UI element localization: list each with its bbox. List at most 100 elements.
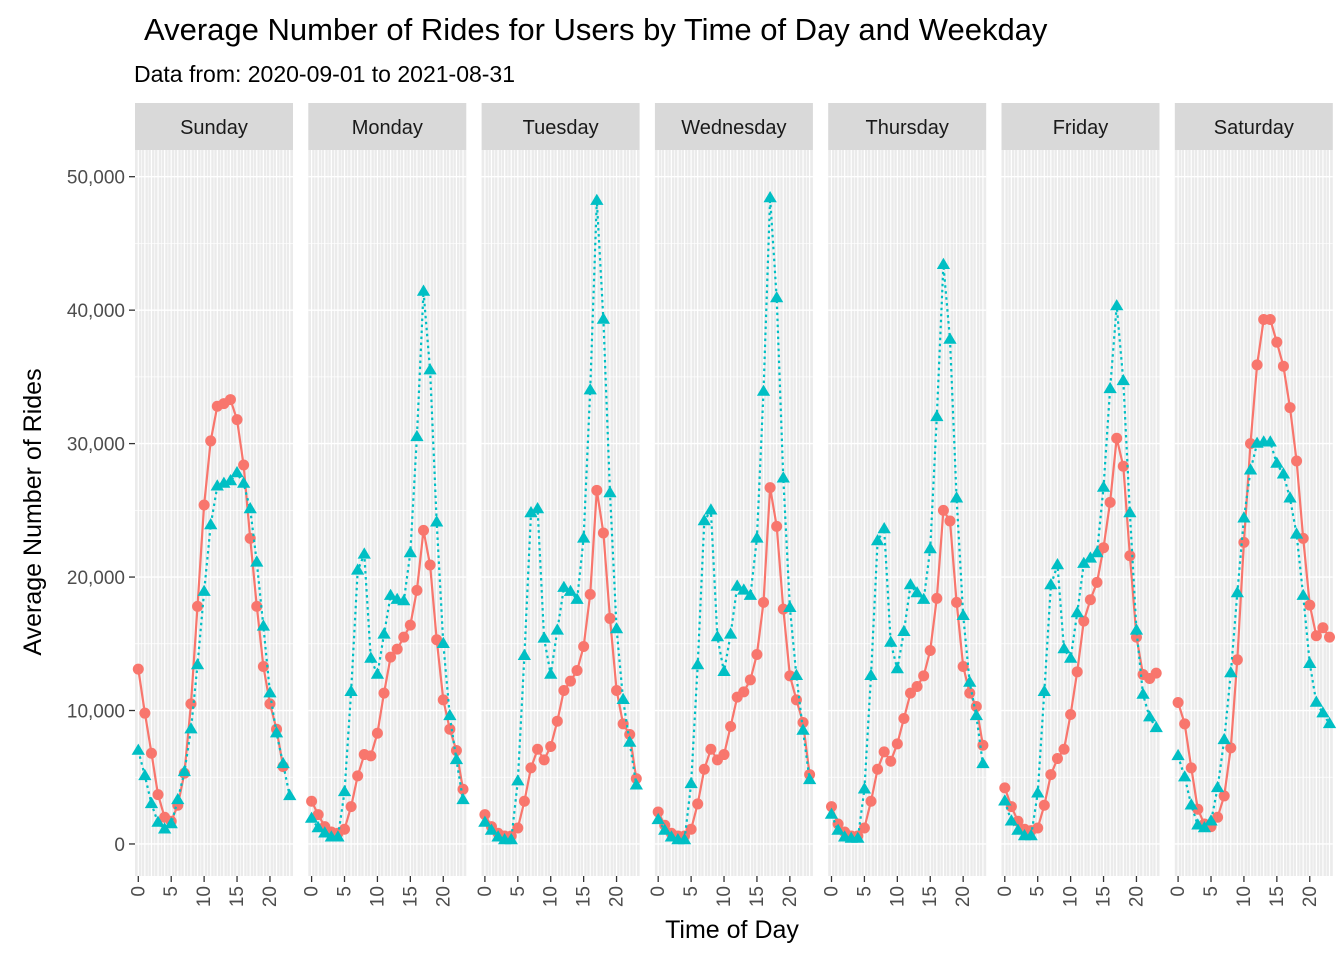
data-point-1 bbox=[937, 504, 949, 516]
data-point-1 bbox=[764, 482, 776, 494]
facet-strip bbox=[135, 103, 293, 150]
facet-panels: Sunday 0 5 10 15 20 Monday 0 5 10 15 20 Tuesday 0 5 10 1… bbox=[128, 103, 1337, 907]
data-point-1 bbox=[898, 713, 910, 725]
data-point-1 bbox=[418, 524, 430, 536]
y-axis-title: Average Number of Rides bbox=[19, 368, 47, 655]
data-point-2 bbox=[831, 823, 845, 835]
data-point-2 bbox=[351, 563, 365, 575]
data-point-1 bbox=[1218, 790, 1230, 802]
data-point-2 bbox=[596, 312, 610, 324]
data-point-2 bbox=[1116, 373, 1130, 386]
data-point-1 bbox=[1111, 432, 1123, 444]
data-point-1 bbox=[431, 634, 443, 646]
data-point-2 bbox=[570, 592, 584, 604]
data-point-2 bbox=[436, 636, 450, 648]
data-point-1 bbox=[192, 600, 204, 612]
data-point-2 bbox=[1110, 299, 1124, 311]
data-point-1 bbox=[918, 670, 930, 682]
x-tick-label: 5 bbox=[1201, 886, 1222, 897]
x-tick-label: 10 bbox=[367, 886, 388, 907]
data-point-1 bbox=[132, 663, 144, 675]
data-point-2 bbox=[1037, 684, 1051, 696]
data-point-1 bbox=[872, 763, 884, 775]
data-point-2 bbox=[623, 735, 637, 747]
data-point-1 bbox=[1231, 654, 1243, 666]
data-point-2 bbox=[710, 630, 725, 642]
x-tick-label: 0 bbox=[1168, 886, 1189, 897]
data-point-2 bbox=[1143, 710, 1157, 722]
data-point-1 bbox=[152, 789, 164, 801]
data-point-2 bbox=[824, 807, 839, 819]
facet-strip bbox=[654, 103, 813, 150]
data-point-2 bbox=[803, 772, 817, 785]
data-point-2 bbox=[449, 752, 464, 765]
x-tick-label: 5 bbox=[508, 886, 529, 897]
data-point-2 bbox=[138, 768, 152, 781]
data-point-1 bbox=[1124, 550, 1136, 562]
data-point-2 bbox=[956, 608, 970, 620]
data-point-1 bbox=[398, 631, 410, 643]
x-tick-label: 10 bbox=[194, 886, 215, 907]
data-point-2 bbox=[998, 794, 1012, 806]
data-point-2 bbox=[243, 502, 257, 514]
data-point-2 bbox=[776, 471, 790, 483]
data-point-2 bbox=[403, 546, 417, 558]
data-point-2 bbox=[917, 592, 931, 604]
facet-strip bbox=[828, 103, 987, 150]
data-point-1 bbox=[1277, 360, 1289, 372]
data-point-1 bbox=[1045, 769, 1057, 781]
facet-panel-friday: Friday 0 5 10 15 20 bbox=[995, 103, 1163, 907]
x-tick-label: 0 bbox=[128, 886, 149, 897]
chart-subtitle: Data from: 2020-09-01 to 2021-08-31 bbox=[134, 61, 515, 87]
facet-strip-label: Sunday bbox=[180, 117, 248, 139]
y-tick-label: 40,000 bbox=[67, 301, 125, 322]
data-point-2 bbox=[550, 623, 564, 635]
data-point-1 bbox=[391, 643, 403, 655]
data-point-2 bbox=[269, 726, 284, 738]
data-point-2 bbox=[304, 811, 319, 823]
data-point-2 bbox=[250, 555, 264, 567]
data-point-1 bbox=[885, 755, 897, 767]
data-point-2 bbox=[877, 522, 891, 534]
data-point-1 bbox=[944, 515, 956, 527]
data-point-1 bbox=[312, 809, 324, 821]
data-point-2 bbox=[1237, 511, 1251, 523]
data-point-2 bbox=[357, 547, 371, 559]
data-point-2 bbox=[1204, 814, 1218, 826]
data-point-2 bbox=[1004, 814, 1018, 826]
data-point-1 bbox=[551, 715, 563, 727]
data-point-1 bbox=[251, 600, 263, 612]
data-point-2 bbox=[530, 502, 545, 514]
data-point-2 bbox=[1276, 467, 1291, 479]
data-point-1 bbox=[1271, 336, 1283, 348]
data-point-2 bbox=[1171, 748, 1185, 761]
data-point-2 bbox=[930, 409, 944, 422]
data-point-1 bbox=[185, 698, 197, 710]
data-point-1 bbox=[365, 750, 377, 762]
data-point-2 bbox=[484, 823, 499, 835]
data-point-2 bbox=[629, 778, 643, 790]
data-point-2 bbox=[1224, 666, 1238, 678]
data-point-2 bbox=[456, 792, 470, 805]
data-point-2 bbox=[796, 723, 810, 735]
x-tick-label: 0 bbox=[995, 886, 1016, 897]
data-point-1 bbox=[858, 822, 870, 834]
data-point-1 bbox=[564, 675, 576, 687]
data-point-2 bbox=[1129, 623, 1144, 635]
data-point-2 bbox=[1210, 780, 1225, 793]
data-point-1 bbox=[238, 459, 250, 471]
data-point-2 bbox=[851, 831, 865, 843]
x-axis-title: Time of Day bbox=[665, 916, 799, 944]
data-point-1 bbox=[1084, 594, 1096, 606]
facet-strip-label: Thursday bbox=[866, 117, 949, 139]
data-point-1 bbox=[1310, 630, 1322, 642]
data-point-2 bbox=[478, 815, 492, 827]
data-point-2 bbox=[1077, 556, 1091, 568]
data-point-1 bbox=[1071, 666, 1083, 678]
y-axis: 0 10,000 20,000 30,000 40,000 50,000 bbox=[67, 168, 135, 856]
facet-panel-wednesday: Wednesday 0 5 10 15 20 bbox=[648, 103, 817, 907]
data-point-2 bbox=[430, 515, 444, 527]
data-point-2 bbox=[590, 193, 604, 205]
data-point-1 bbox=[145, 747, 157, 759]
